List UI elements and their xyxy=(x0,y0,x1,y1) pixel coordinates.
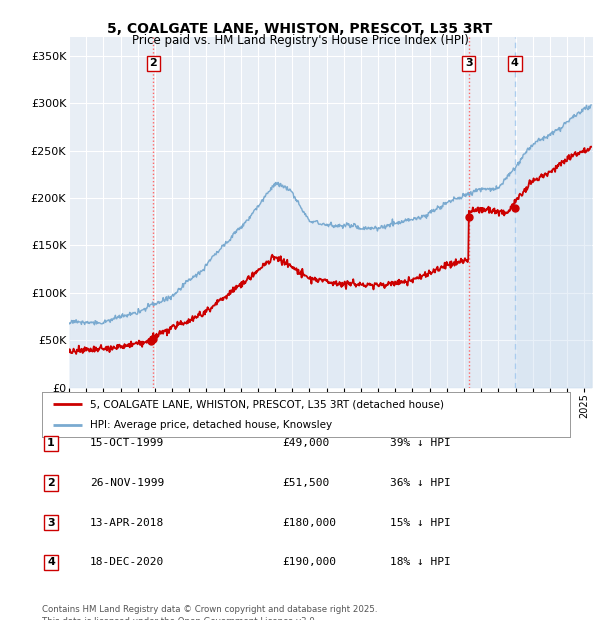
Text: 13-APR-2018: 13-APR-2018 xyxy=(90,518,164,528)
Text: 3: 3 xyxy=(465,58,473,68)
Text: 4: 4 xyxy=(511,58,519,68)
Text: 18-DEC-2020: 18-DEC-2020 xyxy=(90,557,164,567)
Text: Contains HM Land Registry data © Crown copyright and database right 2025.
This d: Contains HM Land Registry data © Crown c… xyxy=(42,604,377,620)
Text: HPI: Average price, detached house, Knowsley: HPI: Average price, detached house, Know… xyxy=(89,420,332,430)
Text: £49,000: £49,000 xyxy=(282,438,329,448)
Text: £180,000: £180,000 xyxy=(282,518,336,528)
Text: 2: 2 xyxy=(47,478,55,488)
Text: 15% ↓ HPI: 15% ↓ HPI xyxy=(390,518,451,528)
Text: 36% ↓ HPI: 36% ↓ HPI xyxy=(390,478,451,488)
Text: 5, COALGATE LANE, WHISTON, PRESCOT, L35 3RT: 5, COALGATE LANE, WHISTON, PRESCOT, L35 … xyxy=(107,22,493,36)
Text: 5, COALGATE LANE, WHISTON, PRESCOT, L35 3RT (detached house): 5, COALGATE LANE, WHISTON, PRESCOT, L35 … xyxy=(89,399,443,409)
Text: 2: 2 xyxy=(149,58,157,68)
Text: 15-OCT-1999: 15-OCT-1999 xyxy=(90,438,164,448)
Text: 18% ↓ HPI: 18% ↓ HPI xyxy=(390,557,451,567)
Text: £190,000: £190,000 xyxy=(282,557,336,567)
Text: 3: 3 xyxy=(47,518,55,528)
Text: Price paid vs. HM Land Registry's House Price Index (HPI): Price paid vs. HM Land Registry's House … xyxy=(131,34,469,47)
Text: 26-NOV-1999: 26-NOV-1999 xyxy=(90,478,164,488)
Text: 1: 1 xyxy=(47,438,55,448)
Text: 39% ↓ HPI: 39% ↓ HPI xyxy=(390,438,451,448)
Text: £51,500: £51,500 xyxy=(282,478,329,488)
Text: 4: 4 xyxy=(47,557,55,567)
